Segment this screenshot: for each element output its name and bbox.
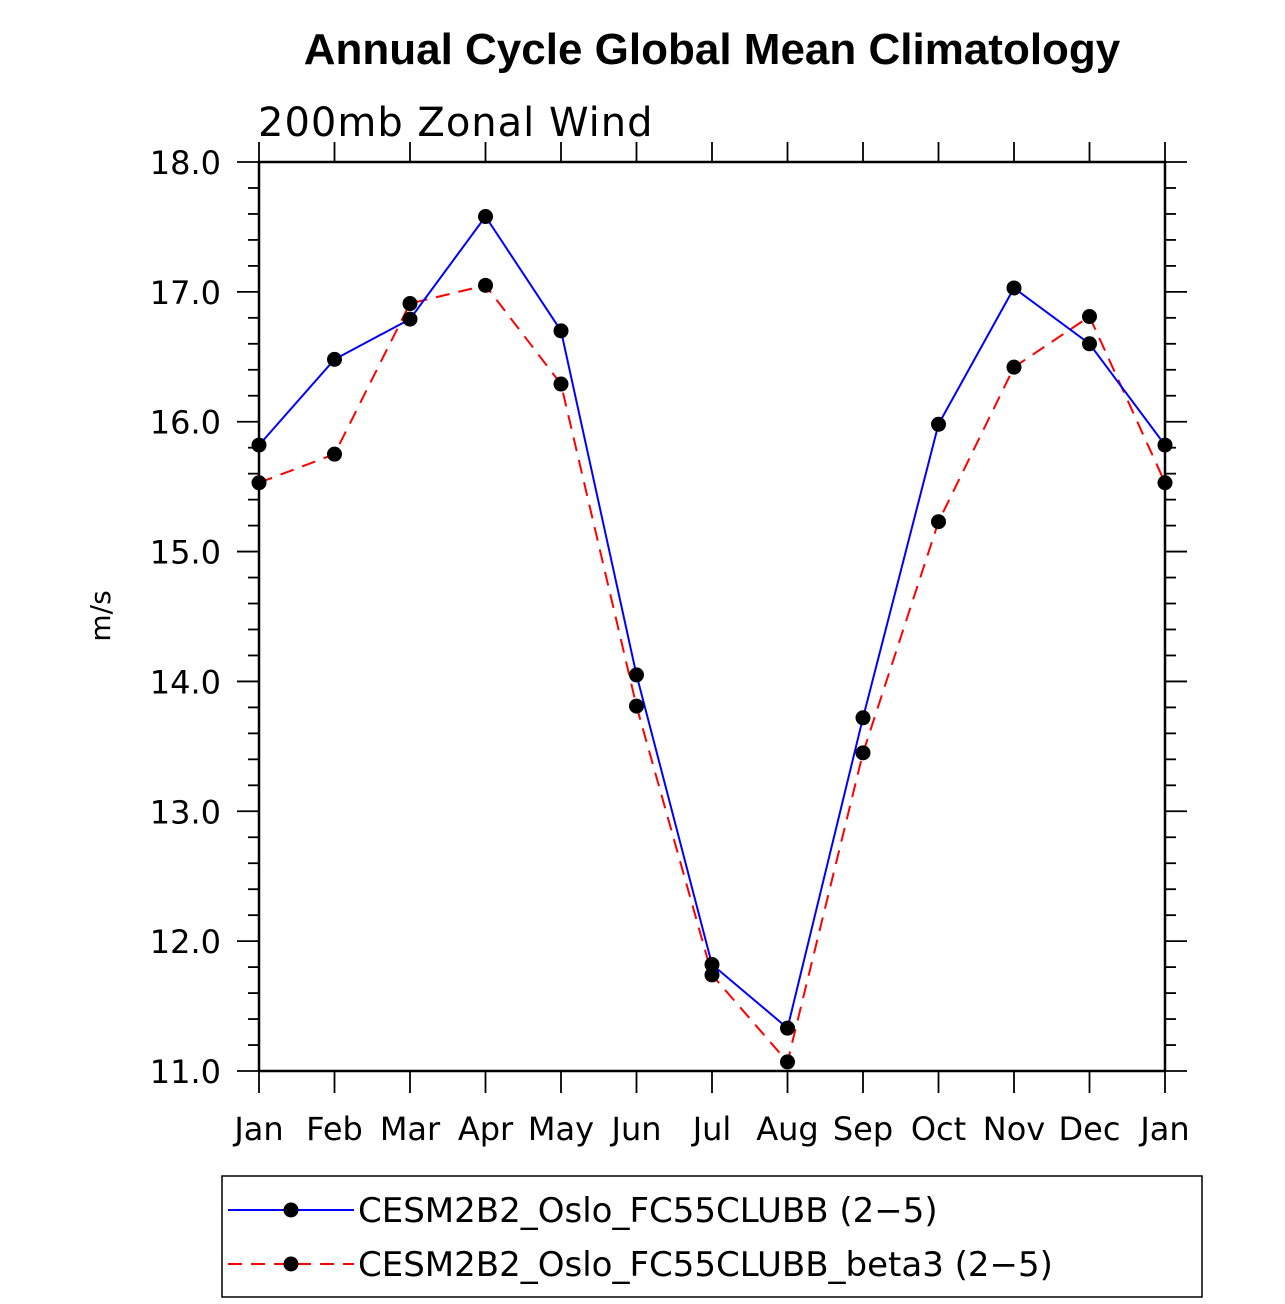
y-axis-label: m/s bbox=[84, 590, 117, 641]
data-point-blue bbox=[1157, 437, 1173, 453]
data-point-red bbox=[780, 1054, 795, 1070]
data-point-red bbox=[629, 698, 644, 714]
y-tick-label: 12.0 bbox=[150, 923, 221, 961]
legend-marker-blue bbox=[283, 1202, 299, 1218]
x-tick-label: Dec bbox=[1059, 1110, 1121, 1148]
chart-subtitle: 200mb Zonal Wind bbox=[258, 100, 654, 146]
x-tick-labels: Jan Feb Mar Apr May Jun Jul Aug Sep Oct Nov Dec Jan bbox=[232, 1110, 1189, 1148]
axis-ticks bbox=[237, 142, 1187, 1093]
y-tick-label: 16.0 bbox=[150, 404, 221, 442]
data-point-red bbox=[1082, 309, 1097, 325]
data-point-blue bbox=[931, 416, 946, 432]
legend: CESM2B2_Oslo_FC55CLUBB (2−5) CESM2B2_Osl… bbox=[221, 1175, 1203, 1298]
data-point-blue bbox=[478, 209, 493, 225]
data-point-blue bbox=[1006, 280, 1022, 296]
data-point-red bbox=[553, 376, 569, 392]
x-tick-label: Apr bbox=[458, 1110, 514, 1148]
x-tick-label: Aug bbox=[756, 1110, 818, 1148]
data-point-blue bbox=[855, 710, 871, 726]
y-tick-label: 13.0 bbox=[150, 793, 221, 831]
x-tick-label: May bbox=[528, 1110, 594, 1148]
x-tick-label: Oct bbox=[911, 1110, 966, 1148]
data-point-red bbox=[1006, 359, 1022, 375]
data-point-red bbox=[704, 967, 720, 983]
data-point-blue bbox=[402, 311, 418, 327]
data-point-blue bbox=[704, 957, 720, 973]
legend-label-red: CESM2B2_Oslo_FC55CLUBB_beta3 (2−5) bbox=[358, 1245, 1053, 1285]
series-layer bbox=[251, 209, 1173, 1070]
y-tick-label: 17.0 bbox=[150, 274, 221, 312]
x-tick-label: Jan bbox=[232, 1110, 283, 1148]
data-point-blue bbox=[251, 437, 267, 453]
data-point-blue bbox=[327, 351, 342, 367]
series-line-red bbox=[258, 284, 1166, 1065]
x-tick-label: Jan bbox=[1138, 1110, 1189, 1148]
x-tick-label: Nov bbox=[983, 1110, 1045, 1148]
data-point-red bbox=[327, 446, 342, 462]
data-point-blue bbox=[780, 1020, 795, 1036]
legend-label-blue: CESM2B2_Oslo_FC55CLUBB (2−5) bbox=[358, 1191, 938, 1231]
data-point-blue bbox=[1082, 336, 1097, 352]
data-point-red bbox=[402, 296, 418, 312]
data-point-red bbox=[931, 514, 946, 530]
y-tick-label: 14.0 bbox=[150, 663, 221, 701]
data-point-red bbox=[478, 277, 493, 293]
y-tick-label: 18.0 bbox=[150, 144, 221, 182]
data-point-blue bbox=[553, 323, 569, 339]
x-tick-label: Sep bbox=[833, 1110, 893, 1148]
chart-title: Annual Cycle Global Mean Climatology bbox=[304, 25, 1121, 74]
data-point-red bbox=[251, 475, 267, 491]
legend-box bbox=[221, 1175, 1203, 1298]
x-tick-label: Mar bbox=[380, 1110, 441, 1148]
data-point-blue bbox=[629, 667, 644, 683]
x-tick-label: Jun bbox=[610, 1110, 662, 1148]
series-line-blue bbox=[258, 214, 1166, 1030]
y-tick-label: 11.0 bbox=[150, 1053, 221, 1091]
legend-marker-red bbox=[283, 1256, 299, 1272]
data-point-red bbox=[1157, 475, 1173, 491]
x-tick-label: Jul bbox=[691, 1110, 732, 1148]
x-tick-label: Feb bbox=[306, 1110, 363, 1148]
y-tick-label: 15.0 bbox=[150, 534, 221, 572]
data-point-red bbox=[855, 745, 871, 761]
y-tick-labels: 11.0 12.0 13.0 14.0 15.0 16.0 17.0 18.0 bbox=[150, 144, 221, 1091]
